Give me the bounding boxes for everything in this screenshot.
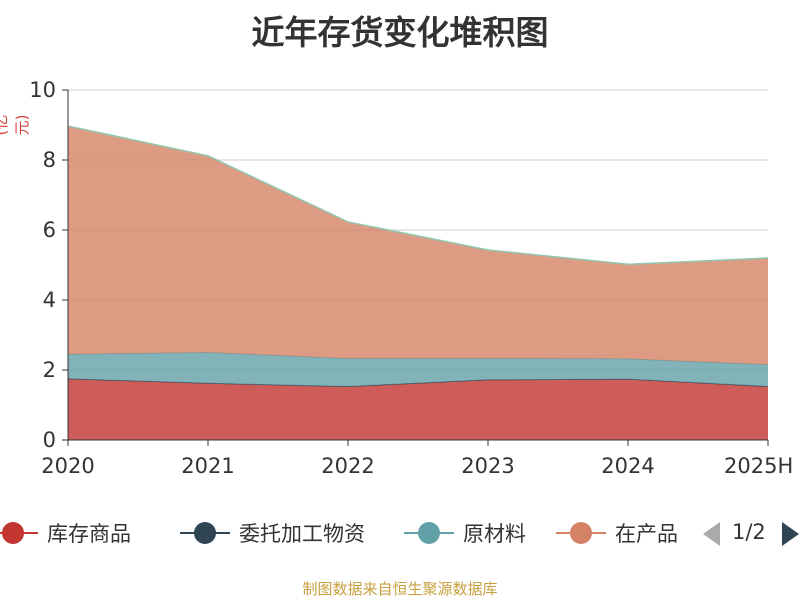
legend-label: 在产品 [615, 522, 678, 546]
x-tick-label: 2024 [601, 454, 654, 478]
legend-label: 委托加工物资 [239, 522, 365, 546]
legend-prev-page-icon[interactable] [703, 522, 720, 546]
legend-marker-icon [556, 518, 606, 548]
y-tick-label: 10 [29, 78, 56, 102]
legend-item[interactable]: 库存商品 [0, 518, 131, 548]
area-series [67, 125, 769, 440]
y-tick-label: 8 [43, 148, 56, 172]
x-tick-label: 2020 [41, 454, 94, 478]
legend: 库存商品 委托加工物资 原材料 在产品 1/2 [0, 510, 800, 556]
area-0 [68, 378, 768, 440]
legend-page-indicator: 1/2 [732, 520, 766, 544]
x-tick-label: 2021 [181, 454, 234, 478]
x-tick-label: 2025H [724, 454, 793, 478]
legend-label: 原材料 [463, 522, 526, 546]
legend-marker-icon [180, 518, 230, 548]
legend-next-page-icon[interactable] [782, 522, 799, 546]
stacked-area-chart: 0 2 4 6 8 10 2020 2021 2022 2023 2024 2025H [29, 78, 793, 478]
legend-pager: 1/2 [700, 518, 800, 548]
legend-marker-icon [0, 518, 38, 548]
x-tick-label: 2023 [461, 454, 514, 478]
data-source-note: 制图数据来自恒生聚源数据库 [302, 580, 498, 598]
legend-item[interactable]: 委托加工物资 [180, 518, 365, 548]
axes [62, 89, 769, 446]
legend-item[interactable]: 在产品 [556, 518, 678, 548]
y-tick-label: 2 [43, 358, 56, 382]
y-tick-label: 0 [43, 428, 56, 452]
y-tick-label: 4 [43, 288, 56, 312]
area-3 [68, 126, 768, 365]
area-2 [68, 352, 768, 387]
y-tick-labels: 0 2 4 6 8 10 [29, 78, 56, 452]
y-tick-label: 6 [43, 218, 56, 242]
x-tick-labels: 2020 2021 2022 2023 2024 2025H [41, 454, 793, 478]
legend-items: 库存商品 委托加工物资 原材料 在产品 [0, 510, 690, 556]
x-tick-label: 2022 [321, 454, 374, 478]
stack-top-line [67, 125, 769, 266]
legend-label: 库存商品 [47, 522, 131, 546]
legend-marker-icon [404, 518, 454, 548]
chart-title: 近年存货变化堆积图 [251, 13, 549, 52]
legend-item[interactable]: 原材料 [404, 518, 526, 548]
